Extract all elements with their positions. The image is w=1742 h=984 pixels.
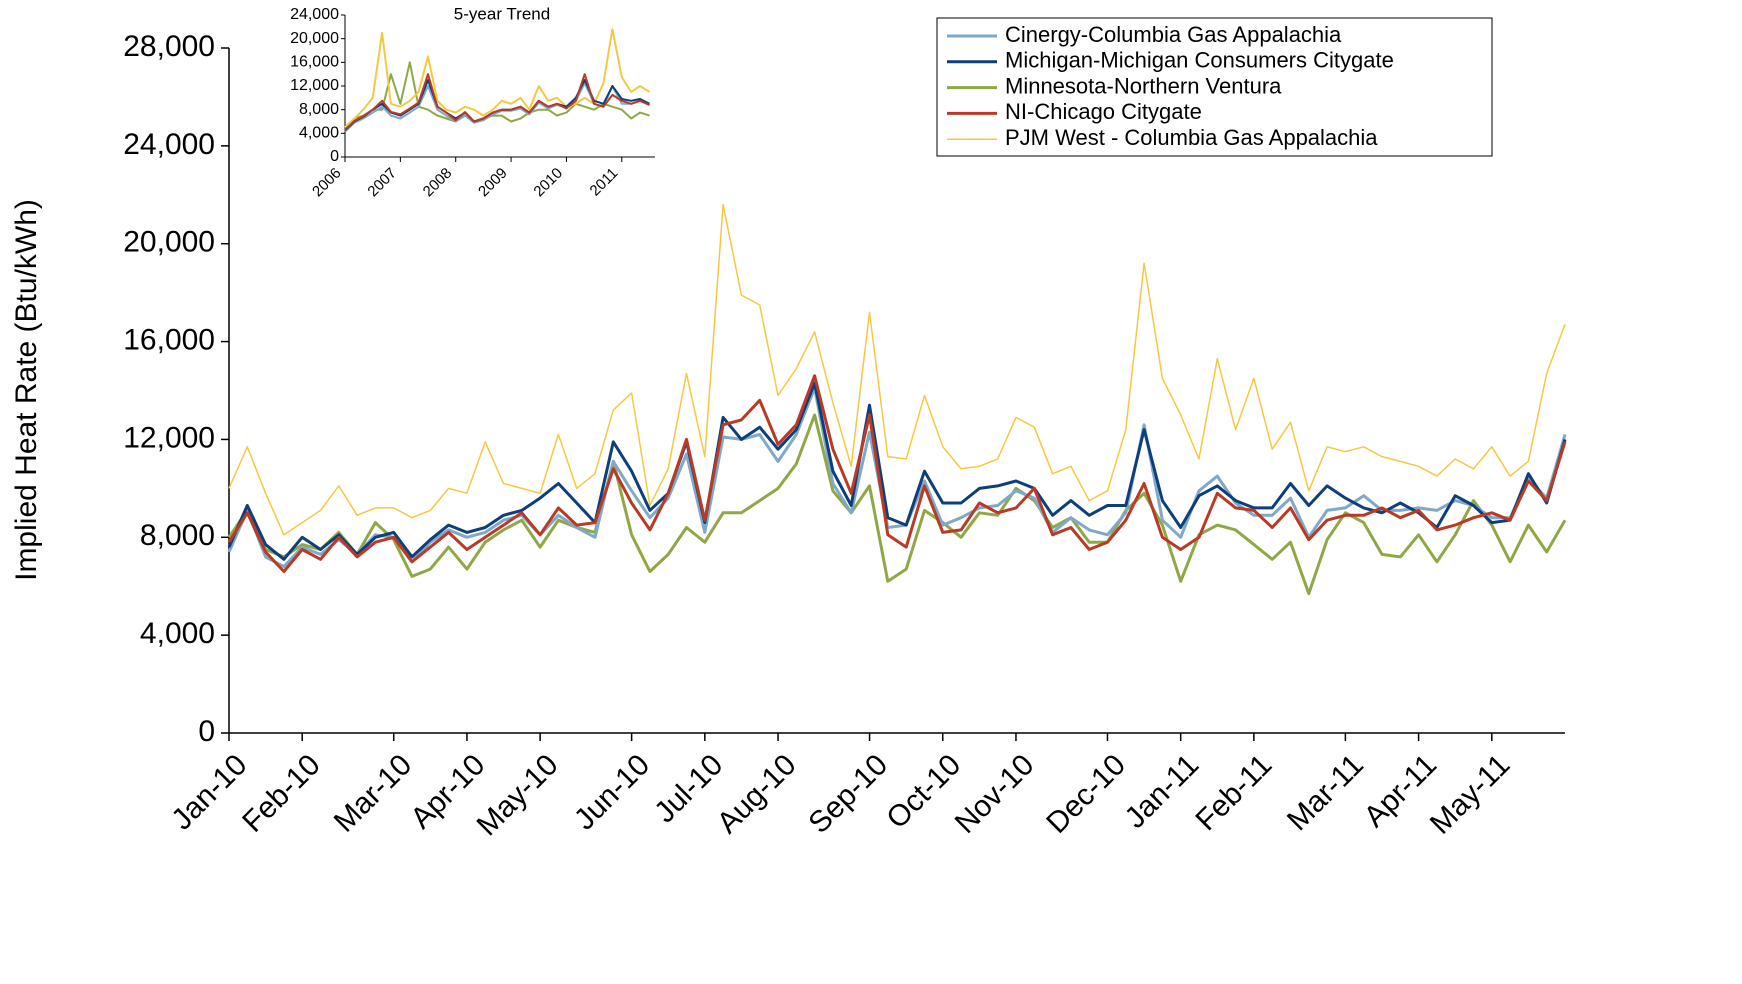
data-line [228,203,1566,536]
legend-label: NI-Chicago Citygate [1005,99,1202,124]
inset-y-tick-label: 4,000 [299,125,339,142]
legend-label: PJM West - Columbia Gas Appalachia [1005,125,1378,150]
inset-title: 5-year Trend [454,4,550,23]
legend-label: Minnesota-Northern Ventura [1005,73,1282,98]
y-tick-label: 24,000 [123,128,215,161]
y-tick-label: 20,000 [123,226,215,259]
legend-label: Cinergy-Columbia Gas Appalachia [1005,22,1342,47]
y-tick-label: 16,000 [123,323,215,356]
legend-label: Michigan-Michigan Consumers Citygate [1005,48,1394,73]
y-tick-label: 8,000 [140,519,215,552]
y-tick-label: 28,000 [123,30,215,63]
y-axis-label: Implied Heat Rate (Btu/kWh) [10,199,43,581]
data-line [227,374,1567,573]
inset-y-tick-label: 16,000 [290,54,339,71]
data-line [227,386,1567,569]
y-tick-label: 0 [198,715,215,748]
inset-y-tick-label: 0 [330,148,339,165]
data-line [227,381,1567,561]
data-line [344,73,650,131]
y-tick-label: 4,000 [140,617,215,650]
inset-y-tick-label: 20,000 [290,30,339,47]
data-line [344,28,651,129]
inset-y-tick-label: 12,000 [290,77,339,94]
inset-y-tick-label: 8,000 [299,101,339,118]
legend-box [936,17,1493,157]
y-tick-label: 12,000 [123,421,215,454]
data-line [344,61,650,129]
inset-y-tick-label: 24,000 [290,6,339,23]
